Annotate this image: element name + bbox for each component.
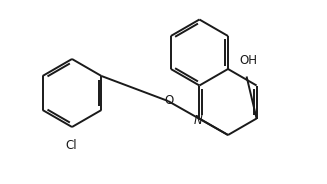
Text: OH: OH xyxy=(240,54,258,66)
Text: Cl: Cl xyxy=(65,139,77,152)
Text: N: N xyxy=(194,114,203,127)
Text: O: O xyxy=(164,95,174,107)
